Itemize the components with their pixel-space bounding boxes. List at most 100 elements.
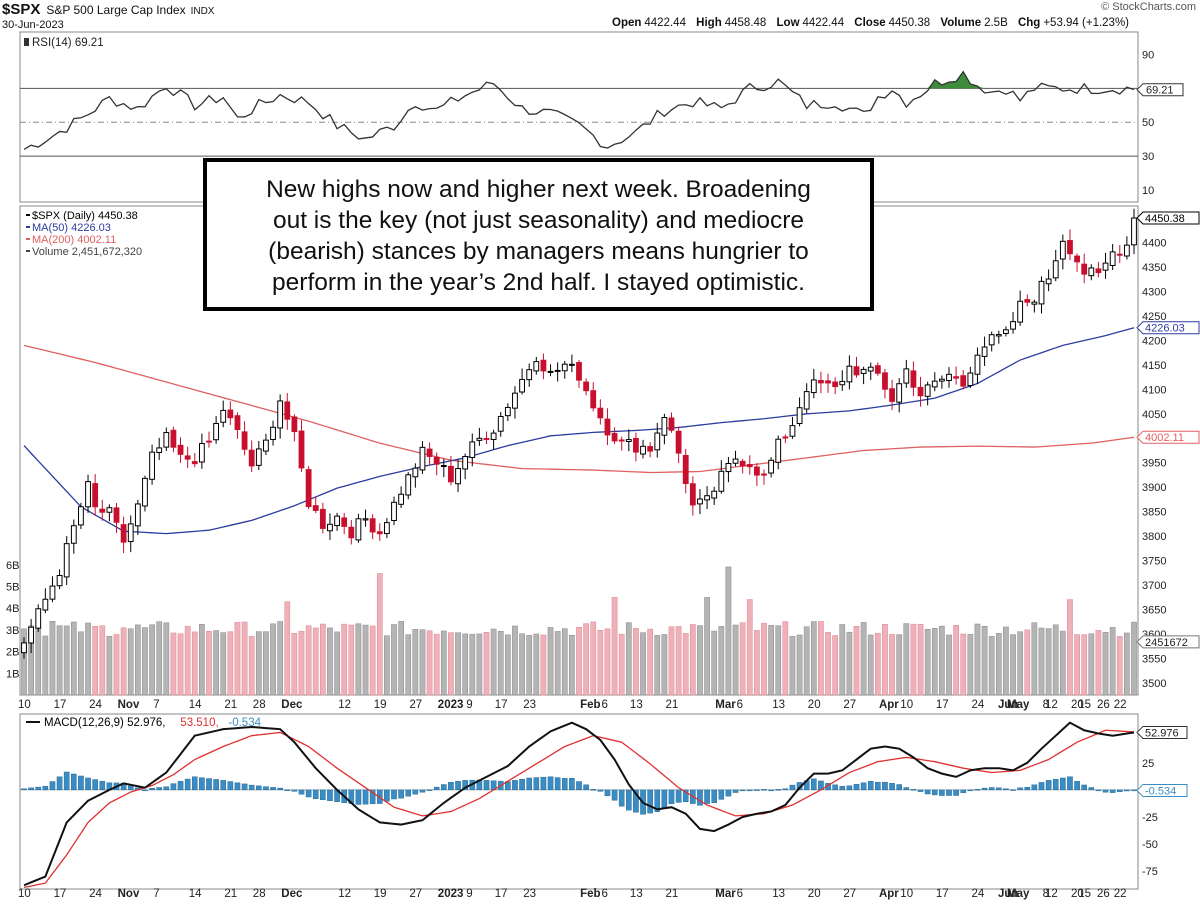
- candle-body: [270, 426, 276, 440]
- macd-histogram-bar: [604, 789, 611, 797]
- candle-body: [383, 522, 390, 535]
- candle-body: [405, 474, 412, 496]
- candle-body: [1017, 300, 1024, 323]
- volume-bar: [860, 622, 867, 696]
- volume-bar: [889, 634, 895, 696]
- volume-bar: [576, 627, 582, 696]
- candle-body: [291, 416, 298, 433]
- macd-histogram-bar: [554, 777, 561, 791]
- macd-histogram-bar: [163, 786, 170, 791]
- close-value: 4450.38: [888, 17, 931, 29]
- macd-histogram-bar: [1060, 777, 1066, 791]
- instrument-name: S&P 500 Large Cap Index: [46, 3, 186, 17]
- macd-histogram-bar: [519, 778, 525, 791]
- candle-body: [953, 376, 960, 379]
- candle-body: [810, 379, 817, 394]
- candle-body: [369, 518, 376, 533]
- macd-histogram-bar: [675, 789, 682, 803]
- price-x-label: 9: [466, 699, 472, 711]
- macd-histogram-bar: [1038, 782, 1045, 791]
- macd-histogram-bar: [1074, 781, 1080, 791]
- macd-histogram-bar: [832, 784, 838, 791]
- macd-histogram-bar: [312, 789, 319, 800]
- macd-x-label: 21: [666, 888, 679, 900]
- macd-x-label: 27: [409, 888, 422, 900]
- macd-histogram-bar: [270, 787, 276, 791]
- price-x-label: 21: [224, 699, 237, 711]
- volume-bar: [526, 635, 533, 696]
- candle-body: [554, 369, 561, 372]
- candle-body: [348, 526, 355, 539]
- candle-body: [1024, 299, 1031, 303]
- macd-tick-label: -50: [1142, 839, 1158, 851]
- candle-body: [1116, 253, 1123, 256]
- volume-bar: [277, 621, 284, 696]
- candle-body: [469, 441, 476, 458]
- candle-body: [213, 422, 220, 441]
- rsi-overbought-fill: [913, 71, 985, 89]
- volume-bar: [255, 631, 262, 696]
- candle-body: [198, 443, 205, 463]
- candle-body: [561, 363, 568, 372]
- hist-value-tag: [1136, 783, 1188, 797]
- macd-histogram-bar: [433, 786, 440, 791]
- macd-histogram-bar: [839, 786, 846, 791]
- candle-body: [255, 448, 262, 466]
- candle-body: [647, 446, 654, 452]
- volume-bar: [810, 621, 817, 696]
- price-x-label: 17: [936, 699, 949, 711]
- volume-bar: [597, 630, 604, 696]
- volume-bar: [832, 635, 839, 696]
- candle-body: [540, 359, 547, 372]
- macd-histogram-bar: [583, 784, 589, 791]
- candle-body: [391, 501, 397, 521]
- annotation-line: (bearish) stances by managers means hung…: [268, 238, 809, 265]
- macd-x-label: 14: [189, 888, 202, 900]
- annotation-line: out is the key (not just seasonality) an…: [272, 207, 805, 234]
- macd-x-label: 17: [495, 888, 508, 900]
- macd-x-label: Nov: [118, 888, 140, 900]
- price-x-label: Nov: [118, 699, 140, 711]
- candle-body: [853, 366, 860, 376]
- price-x-label: 20: [1071, 699, 1084, 711]
- volume-bar: [981, 625, 988, 696]
- volume-label: Volume: [940, 17, 982, 29]
- volume-bar: [725, 566, 732, 696]
- volume-bar: [1116, 636, 1123, 696]
- macd-histogram-bar: [1081, 784, 1087, 791]
- volume-bar: [903, 623, 910, 696]
- macd-histogram-bar: [654, 789, 661, 812]
- price-x-label: 8: [1043, 699, 1049, 711]
- macd-histogram-bar: [661, 789, 668, 808]
- volume-bar: [931, 628, 938, 696]
- macd-x-label: 8: [1043, 888, 1049, 900]
- candle-body: [938, 378, 945, 382]
- macd-x-label: 17: [54, 888, 67, 900]
- volume-bar: [1038, 627, 1045, 696]
- candle-body: [63, 543, 70, 578]
- candle-body: [917, 386, 924, 397]
- price-x-label: Feb: [580, 699, 600, 711]
- macd-histogram-bar: [939, 789, 945, 796]
- volume-bar: [711, 630, 718, 696]
- macd-histogram-bar: [704, 789, 710, 804]
- volume-bar: [1074, 634, 1080, 696]
- candle-body: [625, 439, 632, 442]
- macd-histogram-bar: [917, 789, 924, 792]
- volume-bar: [369, 625, 376, 696]
- price-tick-label: 3700: [1142, 580, 1166, 592]
- price-x-label: 17: [54, 699, 67, 711]
- candle-body: [327, 523, 333, 532]
- volume-bar: [177, 633, 184, 696]
- macd-x-label: 22: [1114, 888, 1127, 900]
- candle-body: [689, 483, 696, 506]
- price-x-label: 28: [253, 699, 266, 711]
- macd-x-label: 21: [224, 888, 237, 900]
- macd-value-label: 52.976: [1145, 727, 1179, 739]
- macd-x-label: 27: [843, 888, 856, 900]
- volume-bar: [1045, 628, 1052, 696]
- macd-x-label: Dec: [281, 888, 303, 900]
- volume-bar: [818, 621, 824, 696]
- candle-body: [618, 439, 625, 442]
